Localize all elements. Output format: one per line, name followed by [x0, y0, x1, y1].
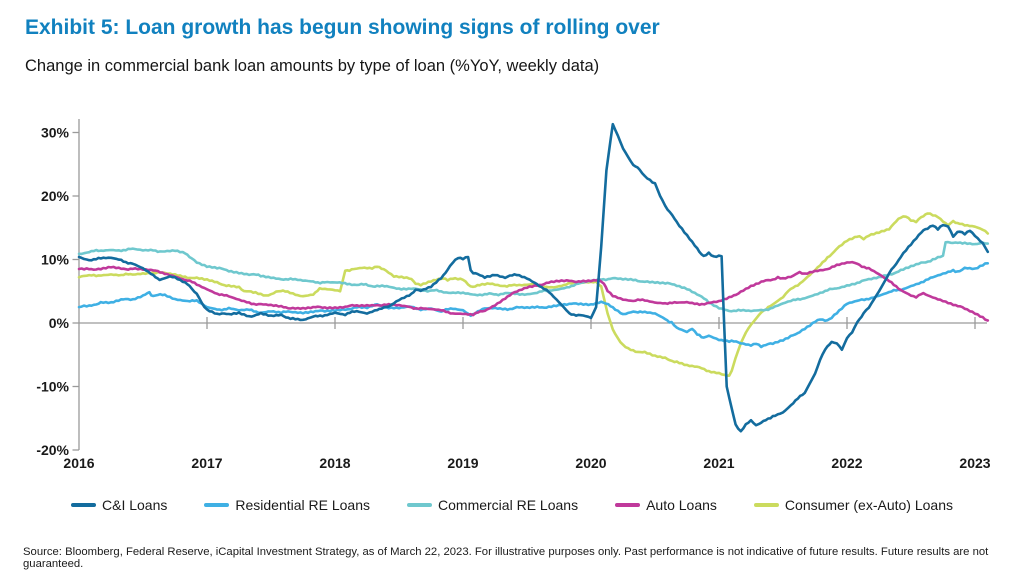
legend-label-commercial-re-loans: Commercial RE Loans — [438, 497, 579, 513]
legend-swatch-residential-re-loans — [204, 503, 230, 507]
y-tick-label: 10% — [41, 252, 70, 268]
legend-label-residential-re-loans: Residential RE Loans — [235, 497, 371, 513]
series-line-commercial-re-loans — [77, 240, 990, 313]
legend-item-c-i-loans: C&I Loans — [71, 497, 167, 513]
y-tick-label: 20% — [41, 188, 70, 204]
legend-swatch-auto-loans — [615, 503, 641, 507]
series-line-residential-re-loans — [77, 262, 990, 349]
series-line-consumer-ex-auto-loans — [77, 212, 990, 377]
y-tick-label: 30% — [41, 125, 70, 141]
legend-item-residential-re-loans: Residential RE Loans — [204, 497, 370, 513]
x-tick-label: 2020 — [575, 455, 606, 471]
legend-label-auto-loans: Auto Loans — [646, 497, 717, 513]
y-tick-label: 0% — [49, 315, 70, 331]
legend-swatch-commercial-re-loans — [407, 503, 433, 507]
y-tick-label: -10% — [36, 379, 69, 395]
x-tick-label: 2022 — [831, 455, 862, 471]
legend-label-consumer-ex-auto-loans: Consumer (ex-Auto) Loans — [784, 497, 953, 513]
exhibit-title: Exhibit 5: Loan growth has begun showing… — [25, 16, 660, 39]
x-tick-label: 2016 — [63, 455, 94, 471]
legend-swatch-consumer-ex-auto-loans — [753, 503, 779, 507]
x-tick-label: 2021 — [703, 455, 734, 471]
chart-legend: C&I Loans Residential RE Loans Commercial … — [0, 497, 1024, 513]
source-note: Source: Bloomberg, Federal Reserve, iCap… — [23, 546, 989, 570]
legend-label-c-i-loans: C&I Loans — [102, 497, 168, 513]
exhibit-subtitle: Change in commercial bank loan amounts b… — [25, 57, 600, 75]
series-line-c-i-loans — [77, 122, 990, 433]
legend-swatch-c-i-loans — [71, 503, 96, 507]
y-tick-label: -20% — [36, 442, 69, 458]
legend-item-commercial-re-loans: Commercial RE Loans — [407, 497, 578, 513]
series-line-auto-loans — [77, 260, 990, 322]
x-tick-label: 2018 — [319, 455, 350, 471]
x-tick-label: 2017 — [191, 455, 222, 471]
legend-item-consumer-ex-auto-loans: Consumer (ex-Auto) Loans — [753, 497, 953, 513]
x-tick-label: 2019 — [447, 455, 478, 471]
legend-item-auto-loans: Auto Loans — [615, 497, 717, 513]
x-tick-label: 2023 — [959, 455, 990, 471]
